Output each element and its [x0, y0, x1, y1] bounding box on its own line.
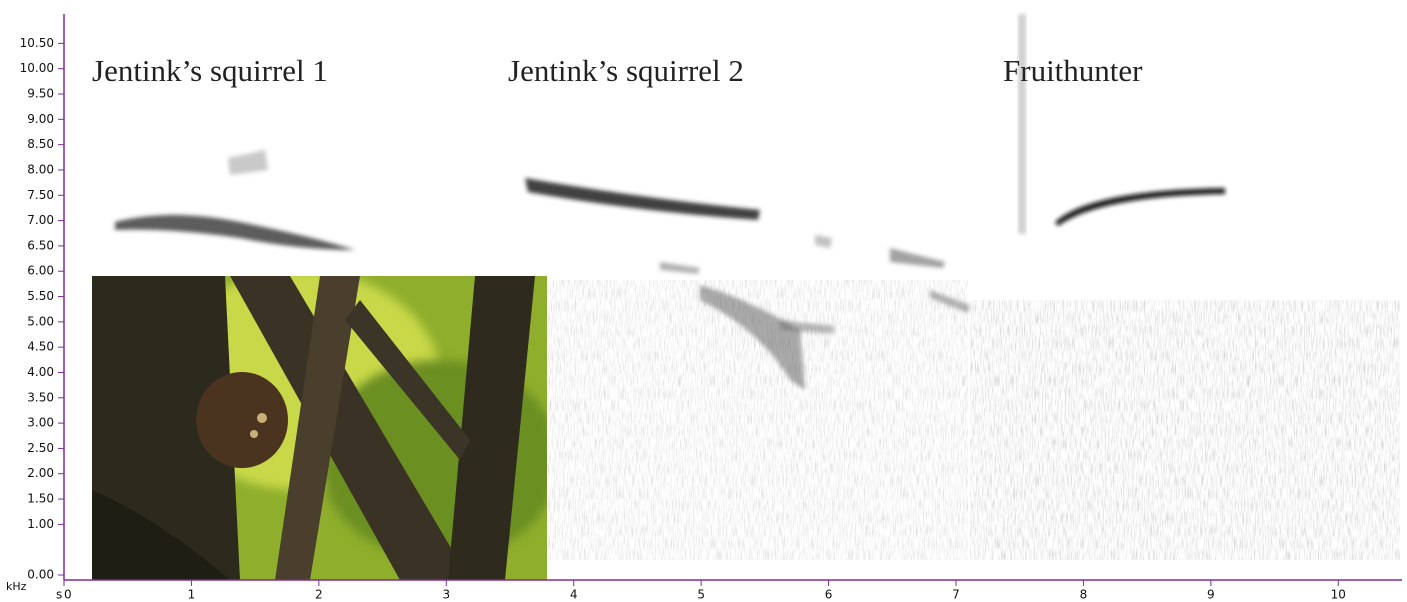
annotation: Fruithunter — [1003, 53, 1143, 88]
x-tick-label: 1 — [188, 588, 196, 602]
x-tick-label: 3 — [442, 588, 450, 602]
y-tick-label: 5.50 — [27, 289, 54, 303]
x-tick-label: 10 — [1331, 588, 1346, 602]
x-tick-label: 9 — [1207, 588, 1215, 602]
y-tick-label: 4.50 — [27, 340, 54, 354]
y-tick-label: 10.50 — [20, 36, 54, 50]
y-tick-label: 3.50 — [27, 390, 54, 404]
x-tick-label: 6 — [825, 588, 833, 602]
annotation: Jentink’s squirrel 1 — [92, 53, 328, 88]
x-tick-label: 4 — [570, 588, 578, 602]
y-axis-label: kHz — [6, 580, 27, 593]
y-tick-label: 10.00 — [20, 61, 54, 75]
x-tick-label: 0 — [64, 588, 72, 602]
y-tick-label: 6.50 — [27, 238, 54, 252]
y-tick-label: 6.00 — [27, 264, 54, 278]
x-tick-label: 8 — [1080, 588, 1088, 602]
y-tick-label: 9.50 — [27, 87, 54, 101]
y-tick-label: 1.00 — [27, 517, 54, 531]
y-tick-label: 5.00 — [27, 314, 54, 328]
x-tick-label: 2 — [315, 588, 323, 602]
x-tick-label: 5 — [697, 588, 705, 602]
y-tick-label: 9.00 — [27, 112, 54, 126]
y-tick-label: 8.00 — [27, 162, 54, 176]
y-tick-label: 2.50 — [27, 441, 54, 455]
y-tick-label: 3.00 — [27, 416, 54, 430]
x-tick-label: 7 — [952, 588, 960, 602]
y-tick-label: 2.00 — [27, 466, 54, 480]
chart: kHz s 0.00 1.00 1.50 2.00 2.50 3.00 3.50 4.00 4.… — [0, 0, 1407, 602]
y-tick-label: 1.50 — [27, 492, 54, 506]
x-axis-label: s — [56, 588, 62, 602]
y-tick-label: 7.00 — [27, 213, 54, 227]
y-tick-label: 7.50 — [27, 188, 54, 202]
spectrogram-noise — [548, 14, 1400, 560]
annotation: Jentink’s squirrel 2 — [508, 53, 744, 88]
photo — [92, 270, 560, 580]
y-tick-label: 0.00 — [27, 568, 54, 582]
y-tick-label: 8.50 — [27, 137, 54, 151]
y-tick-label: 4.00 — [27, 365, 54, 379]
